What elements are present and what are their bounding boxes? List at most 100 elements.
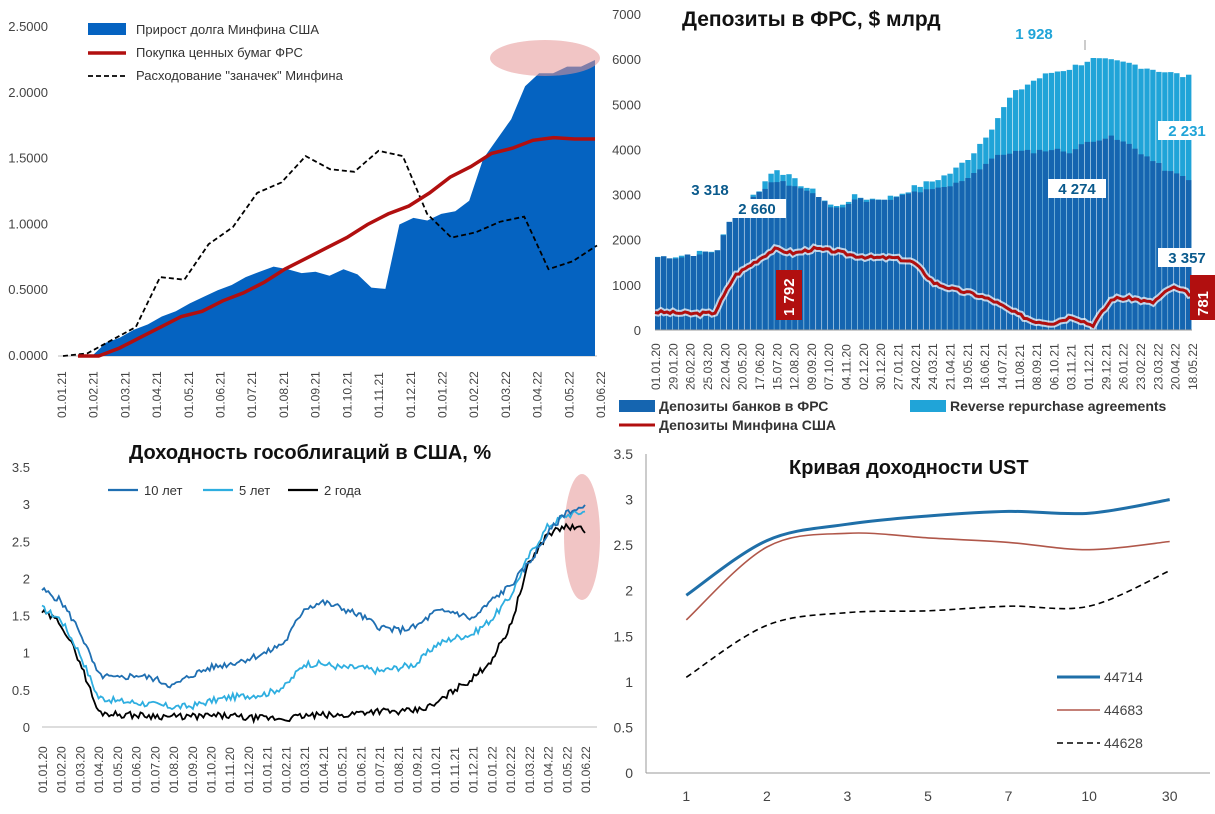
x-tick-label: 01.10.20: [205, 746, 219, 793]
x-tick-label: 01.09.20: [186, 746, 200, 793]
y-tick-label: 0.0000: [8, 348, 48, 363]
y-tick-label: 3.5: [12, 460, 30, 475]
bar-bank-deposits: [935, 187, 941, 330]
bar-bank-deposits: [1007, 153, 1013, 330]
bar-bank-deposits: [1090, 141, 1096, 330]
x-tick-label: 12.08.20: [788, 343, 802, 390]
x-tick-label: 7: [1005, 788, 1013, 804]
bar-bank-deposits: [816, 197, 822, 330]
bar-bank-deposits: [768, 182, 774, 330]
bar-bank-deposits: [1024, 149, 1031, 330]
x-tick-label: 01.04.20: [92, 746, 106, 793]
x-tick-label: 01.01.22: [485, 746, 499, 793]
series-line-yield: [41, 509, 586, 711]
x-tick-label: 21.04.21: [943, 343, 957, 390]
x-tick-label: 03.11.21: [1065, 344, 1079, 390]
bar-bank-deposits: [1078, 144, 1084, 330]
y-tick-label: 1.0000: [8, 216, 48, 231]
y-tick-label: 5000: [612, 97, 641, 112]
x-tick-label: 01.03.20: [73, 746, 87, 793]
chart-deposits: Депозиты в ФРС, $ млрд 0 1000 2000 3000 4000 5…: [612, 7, 1215, 433]
y-tick-label: 2.5: [12, 534, 30, 549]
y-tick-label: 1000: [612, 278, 641, 293]
x-tick-label: 01.02.22: [467, 371, 481, 418]
legend-label: 44683: [1104, 702, 1143, 718]
bar-bank-deposits: [1084, 141, 1090, 330]
bar-bank-deposits: [947, 186, 953, 330]
x-tick-label: 01.08.21: [277, 371, 291, 418]
x-tick-label: 22.04.20: [718, 343, 732, 390]
series-line-stash: [62, 149, 598, 357]
bar-bank-deposits: [953, 182, 959, 330]
series-line-yield: [41, 522, 586, 725]
x-tick-label: 01.05.21: [182, 371, 196, 418]
y-tick-label: 2.5: [614, 537, 634, 553]
x-tick-label: 2: [763, 788, 771, 804]
bar-bank-deposits: [1013, 150, 1019, 330]
x-tick-label: 19.05.21: [961, 343, 975, 390]
label-treasury-peak: 1 792: [781, 278, 798, 316]
x-tick-label: 23.02.22: [1134, 343, 1148, 390]
x-tick-label: 01.06.21: [214, 371, 228, 418]
data-label-bg: [1048, 179, 1106, 198]
bar-bank-deposits: [810, 193, 816, 330]
panel-deposits: Депозиты в ФРС, $ млрд 0 1000 2000 3000 4000 5…: [607, 0, 1215, 436]
y-tick-label: 0: [634, 323, 641, 338]
bar-bank-deposits: [1150, 161, 1156, 330]
x-tick-label: 01.06.20: [130, 746, 144, 793]
bar-bank-deposits: [989, 158, 995, 330]
bar-bank-deposits: [714, 250, 721, 330]
chart-title: Депозиты в ФРС, $ млрд: [682, 8, 941, 31]
x-tick-label: 01.02.21: [279, 746, 293, 793]
legend-label: Расходование "заначек" Минфина: [136, 68, 344, 83]
data-label-bg: [1005, 24, 1063, 43]
x-tick-label: 1: [682, 788, 690, 804]
x-tick-label: 01.05.20: [111, 746, 125, 793]
x-tick-label: 01.08.21: [392, 746, 406, 793]
bar-bank-deposits: [893, 197, 900, 330]
x-tick-label: 23.03.22: [1151, 343, 1165, 390]
bar-bank-deposits: [672, 258, 679, 330]
x-tick-label: 04.11.20: [840, 344, 854, 390]
bar-bank-deposits: [857, 198, 864, 330]
x-tick-label: 30: [1162, 788, 1178, 804]
x-tick-label: 01.07.20: [148, 746, 162, 793]
series-curve: [685, 569, 1171, 678]
legend-label: Депозиты банков в ФРС: [659, 398, 828, 414]
bar-bank-deposits: [828, 207, 834, 330]
x-tick-label: 01.04.22: [531, 371, 545, 418]
x-tick-label: 26.02.20: [684, 343, 698, 390]
x-tick-label: 01.02.21: [87, 371, 101, 418]
y-tick-label: 1.5: [12, 609, 30, 624]
x-tick-label: 01.12.21: [404, 371, 418, 418]
x-tick-label: 01.04.21: [150, 371, 164, 418]
bar-bank-deposits: [1054, 148, 1061, 330]
x-tick-label: 01.01.21: [55, 371, 69, 418]
x-tick-label: 09.09.20: [805, 343, 819, 390]
bar-bank-deposits: [804, 190, 810, 330]
bar-bank-deposits: [661, 256, 667, 330]
bar-bank-deposits: [1138, 154, 1144, 330]
y-tick-label: 1: [23, 646, 30, 661]
bar-bank-deposits: [1120, 141, 1126, 330]
bar-bank-deposits: [702, 251, 709, 330]
label-bank-min: 2 660: [738, 201, 776, 218]
x-tick-label: 01.01.20: [649, 343, 663, 390]
legend-label: 5 лет: [239, 483, 270, 498]
bar-bank-deposits: [1156, 163, 1162, 330]
x-tick-label: 01.12.20: [242, 746, 256, 793]
label-rr-last: 2 231: [1168, 123, 1206, 140]
y-tick-label: 4000: [612, 142, 641, 157]
x-tick-label: 30.12.20: [874, 343, 888, 390]
x-tick-label: 06.10.21: [1047, 343, 1061, 390]
x-tick-label: 01.04.21: [317, 746, 331, 793]
bar-bank-deposits: [798, 188, 804, 330]
x-tick-label: 01.05.21: [336, 746, 350, 793]
x-tick-label: 10: [1081, 788, 1097, 804]
legend-label: Депозиты Минфина США: [659, 417, 836, 433]
x-tick-label: 27.01.21: [892, 343, 906, 390]
x-tick-label: 01.02.22: [504, 746, 518, 793]
x-tick-label: 01.06.22: [594, 371, 607, 418]
bar-bank-deposits: [690, 256, 697, 330]
x-tick-label: 25.03.20: [701, 343, 715, 390]
